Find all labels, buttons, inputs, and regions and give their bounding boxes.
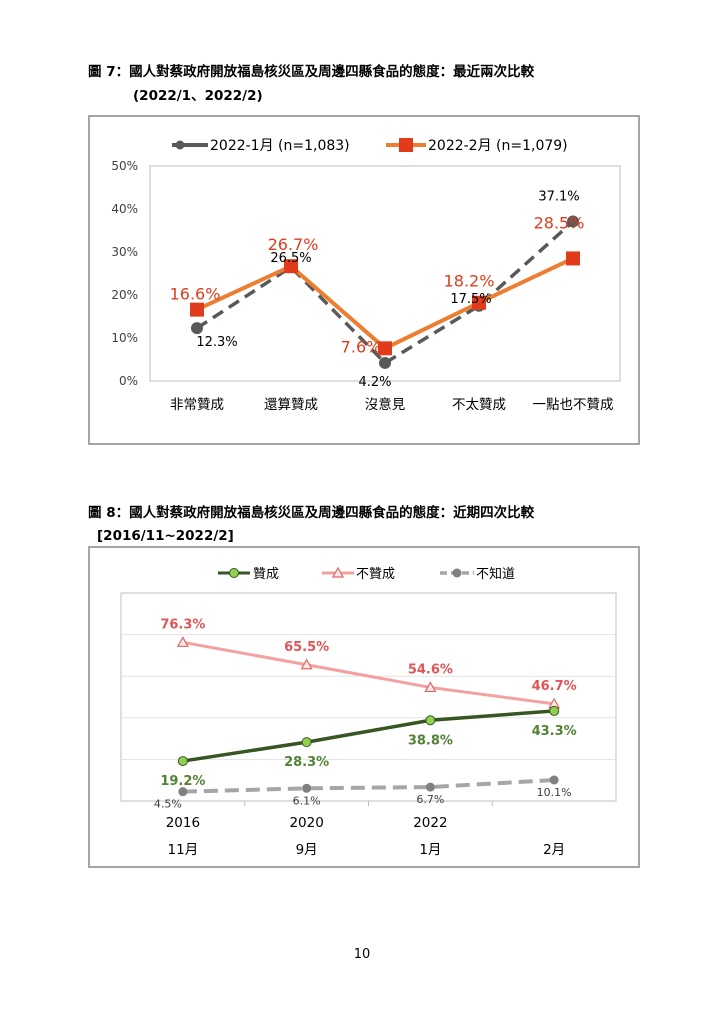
page-number: 10 bbox=[353, 947, 371, 962]
data-label-agree: 19.2% bbox=[160, 774, 205, 789]
data-label-dontknow: 4.5% bbox=[154, 798, 182, 811]
x-tick-label-month: 9月 bbox=[296, 842, 318, 858]
data-label-agree: 28.3% bbox=[284, 755, 329, 770]
point-feb bbox=[472, 295, 486, 310]
series-line-disagree bbox=[182, 640, 555, 706]
point-agree bbox=[301, 737, 312, 748]
data-label-feb: 28.5% bbox=[534, 213, 585, 232]
legend-marker-disagree bbox=[331, 566, 345, 578]
x-tick-label: 非常贊成 bbox=[170, 397, 224, 413]
legend-label-feb: 2022-2月 (n=1,079) bbox=[428, 138, 568, 154]
y-tick-label: 20% bbox=[111, 288, 138, 302]
data-label-disagree: 65.5% bbox=[284, 640, 329, 655]
data-label-feb: 18.2% bbox=[444, 272, 495, 291]
legend-label-agree: 贊成 bbox=[253, 567, 279, 582]
point-disagree bbox=[300, 658, 313, 670]
point-feb bbox=[378, 341, 392, 356]
data-label-feb: 7.6% bbox=[341, 337, 382, 356]
figure7-subtitle: (2022/1、2022/2) bbox=[133, 88, 263, 104]
series-line-agree bbox=[182, 709, 555, 763]
point-jan bbox=[191, 322, 203, 335]
legend-marker-dontknow bbox=[452, 568, 462, 578]
point-disagree bbox=[424, 681, 437, 693]
figure7-chart: 0% 10% 20% 30% 40% 50% 非常贊成 還算贊成 沒意見 不太贊成 一點也不贊成 20… bbox=[111, 138, 621, 413]
y-tick-label: 30% bbox=[111, 245, 138, 259]
data-label-jan: 37.1% bbox=[538, 189, 579, 204]
figure8-chart: 2016 2020 2022 11月 9月 1月 2月 贊成 不贊成 不知道 76.3% 65.5% 5… bbox=[120, 566, 617, 858]
point-feb bbox=[190, 302, 204, 317]
data-label-jan: 12.3% bbox=[196, 335, 237, 350]
y-tick-label: 0% bbox=[119, 374, 138, 388]
figure7-title: 圖 7：國人對蔡政府開放福島核災區及周邊四縣食品的態度：最近兩次比較 bbox=[88, 64, 535, 80]
x-tick-label: 沒意見 bbox=[365, 396, 406, 413]
point-dontknow bbox=[302, 783, 312, 793]
data-label-feb: 26.7% bbox=[268, 235, 319, 254]
plot-area bbox=[149, 165, 621, 382]
point-agree bbox=[549, 705, 560, 716]
data-label-agree: 43.3% bbox=[532, 724, 577, 739]
point-agree bbox=[177, 756, 188, 767]
x-tick-label-month: 11月 bbox=[168, 842, 199, 858]
figure8-subtitle: [2016/11~2022/2] bbox=[97, 528, 234, 544]
data-label-disagree: 46.7% bbox=[532, 679, 577, 694]
legend-label-disagree: 不贊成 bbox=[356, 567, 395, 582]
data-label-jan: 17.5% bbox=[450, 292, 491, 307]
data-label-jan: 4.2% bbox=[358, 375, 391, 390]
data-label-feb: 16.6% bbox=[170, 285, 221, 304]
legend-label-jan: 2022-1月 (n=1,083) bbox=[210, 138, 350, 154]
data-label-dontknow: 6.7% bbox=[416, 793, 444, 806]
x-tick-label-year: 2020 bbox=[289, 815, 323, 831]
x-tick-label: 還算贊成 bbox=[264, 397, 318, 413]
data-label-disagree: 76.3% bbox=[160, 617, 205, 632]
y-tick-label: 40% bbox=[111, 202, 138, 216]
y-tick-label: 50% bbox=[111, 159, 138, 173]
point-dontknow bbox=[549, 775, 559, 785]
figure8-title: 圖 8：國人對蔡政府開放福島核災區及周邊四縣食品的態度：近期四次比較 bbox=[88, 505, 535, 521]
point-dontknow bbox=[178, 787, 188, 797]
x-tick-label-year: 2022 bbox=[413, 815, 447, 831]
point-dontknow bbox=[425, 782, 435, 792]
legend-marker-jan bbox=[175, 140, 185, 150]
x-tick-label: 不太贊成 bbox=[452, 397, 506, 413]
point-disagree bbox=[176, 636, 189, 647]
legend-label-dontknow: 不知道 bbox=[476, 566, 515, 582]
figure8-chart-frame: 2016 2020 2022 11月 9月 1月 2月 贊成 不贊成 不知道 76.3% 65.5% 5… bbox=[88, 546, 640, 868]
legend-marker-feb bbox=[399, 138, 413, 152]
point-feb bbox=[566, 251, 580, 266]
data-label-agree: 38.8% bbox=[408, 733, 453, 748]
data-label-jan: 26.5% bbox=[270, 251, 311, 266]
x-tick-label-year: 2016 bbox=[166, 815, 200, 831]
data-label-dontknow: 6.1% bbox=[293, 794, 321, 807]
y-tick-label: 10% bbox=[111, 331, 138, 345]
point-feb bbox=[284, 259, 298, 274]
point-jan bbox=[379, 356, 391, 369]
figure7-chart-frame: 0% 10% 20% 30% 40% 50% 非常贊成 還算贊成 沒意見 不太贊成 一點也不贊成 20… bbox=[88, 115, 640, 445]
legend-marker-agree bbox=[229, 568, 239, 578]
series-line-dontknow bbox=[182, 777, 555, 794]
data-label-disagree: 54.6% bbox=[408, 662, 453, 677]
point-agree bbox=[425, 715, 436, 726]
point-jan bbox=[567, 215, 579, 228]
x-tick-label-month: 1月 bbox=[419, 842, 441, 858]
x-tick-label: 一點也不贊成 bbox=[533, 397, 614, 413]
data-label-dontknow: 10.1% bbox=[537, 786, 572, 799]
x-tick-label-month: 2月 bbox=[543, 842, 565, 858]
